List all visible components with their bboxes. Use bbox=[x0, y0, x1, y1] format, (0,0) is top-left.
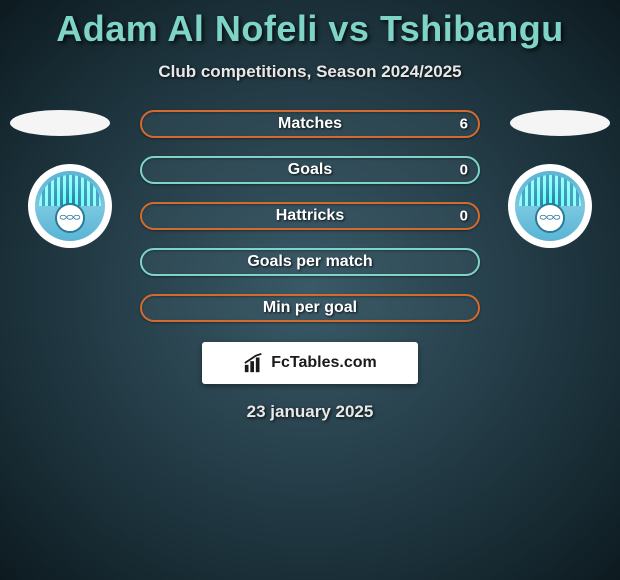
club-badge-left: ⬭⬭⬭ bbox=[28, 164, 112, 248]
branding-text: FcTables.com bbox=[271, 354, 377, 372]
stat-value-right: 6 bbox=[460, 116, 468, 133]
stat-label: Min per goal bbox=[263, 299, 357, 317]
stat-value-right: 0 bbox=[460, 208, 468, 225]
stat-label: Matches bbox=[278, 115, 342, 133]
stat-row: Goals 0 bbox=[140, 156, 480, 184]
stat-row: Hattricks 0 bbox=[140, 202, 480, 230]
player-avatar-left bbox=[10, 110, 110, 136]
club-badge-right: ⬭⬭⬭ bbox=[508, 164, 592, 248]
branding-box: FcTables.com bbox=[202, 342, 418, 384]
stat-label: Goals per match bbox=[247, 253, 372, 271]
stat-row: Matches 6 bbox=[140, 110, 480, 138]
stat-value-right: 0 bbox=[460, 162, 468, 179]
page-title: Adam Al Nofeli vs Tshibangu bbox=[56, 8, 564, 50]
subtitle: Club competitions, Season 2024/2025 bbox=[158, 62, 461, 82]
badge-graphic-icon: ⬭⬭⬭ bbox=[35, 171, 105, 241]
stat-label: Hattricks bbox=[276, 207, 344, 225]
footer-date: 23 january 2025 bbox=[247, 402, 374, 422]
chart-icon bbox=[243, 352, 265, 374]
stat-rows: Matches 6 Goals 0 Hattricks 0 Goals per match M… bbox=[140, 110, 480, 322]
badge-graphic-icon: ⬭⬭⬭ bbox=[515, 171, 585, 241]
main-area: ⬭⬭⬭ ⬭⬭⬭ Matches 6 Goals 0 Hattricks 0 Goals pe… bbox=[0, 110, 620, 322]
comparison-card: Adam Al Nofeli vs Tshibangu Club competi… bbox=[0, 0, 620, 422]
player-avatar-right bbox=[510, 110, 610, 136]
stat-label: Goals bbox=[288, 161, 332, 179]
stat-row: Goals per match bbox=[140, 248, 480, 276]
stat-row: Min per goal bbox=[140, 294, 480, 322]
